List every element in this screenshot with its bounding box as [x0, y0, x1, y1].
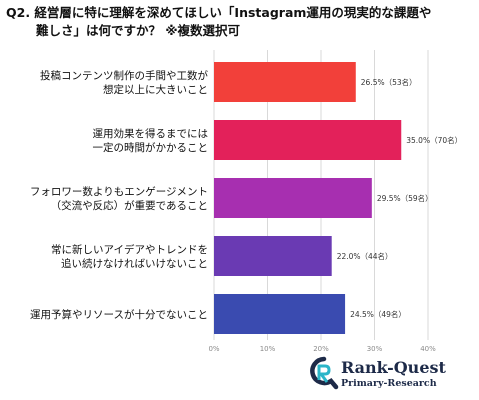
bar	[214, 178, 372, 218]
brand-subtitle: Primary-Research	[341, 378, 437, 389]
rank-quest-logo-icon	[310, 356, 339, 390]
chart-title-line2: 難しさ」は何ですか？ ※複数選択可	[36, 23, 241, 38]
category-label: 常に新しいアイデアやトレンドを追い続けなければいけないこと	[51, 243, 208, 270]
x-tick-label: 30%	[367, 345, 383, 353]
category-label: 運用予算やリソースが十分でないこと	[30, 308, 208, 321]
brand-name: Rank-Quest	[341, 358, 446, 377]
category-label: 運用効果を得るまでには一定の時間がかかること	[93, 127, 209, 154]
data-labels: 26.5%（53名） 35.0%（70名） 29.5%（59名） 22.0%（44名）…	[337, 77, 462, 319]
bars	[214, 62, 402, 334]
category-label: フォロワー数よりもエンゲージメント（交流や反応）が重要であること	[30, 185, 208, 212]
x-tick-label: 40%	[420, 345, 436, 353]
chart-title-line1: Q2. 経営層に特に理解を深めてほしい「Instagram運用の現実的な課題や	[6, 5, 432, 20]
category-labels: 投稿コンテンツ制作の手間や工数が想定以上に大きいこと運用効果を得るまでには一定の…	[30, 69, 209, 321]
data-label: 26.5%（53名）	[361, 77, 417, 87]
bar	[214, 294, 346, 334]
bar	[214, 62, 356, 102]
bar	[214, 236, 332, 276]
data-label: 29.5%（59名）	[377, 193, 433, 203]
chart-title: Q2. 経営層に特に理解を深めてほしい「Instagram運用の現実的な課題や …	[6, 4, 474, 40]
x-tick-label: 10%	[260, 345, 276, 353]
category-label: 投稿コンテンツ制作の手間や工数が想定以上に大きいこと	[40, 69, 208, 96]
x-axis-ticks: 0% 10% 20% 30% 40%	[208, 345, 436, 353]
x-tick-label: 0%	[208, 345, 219, 353]
brand-logo: Rank-Quest Primary-Research	[309, 356, 469, 396]
data-label: 35.0%（70名）	[406, 135, 462, 145]
bar	[214, 120, 402, 160]
data-label: 22.0%（44名）	[337, 251, 393, 261]
data-label: 24.5%（49名）	[350, 309, 406, 319]
x-tick-label: 20%	[313, 345, 329, 353]
